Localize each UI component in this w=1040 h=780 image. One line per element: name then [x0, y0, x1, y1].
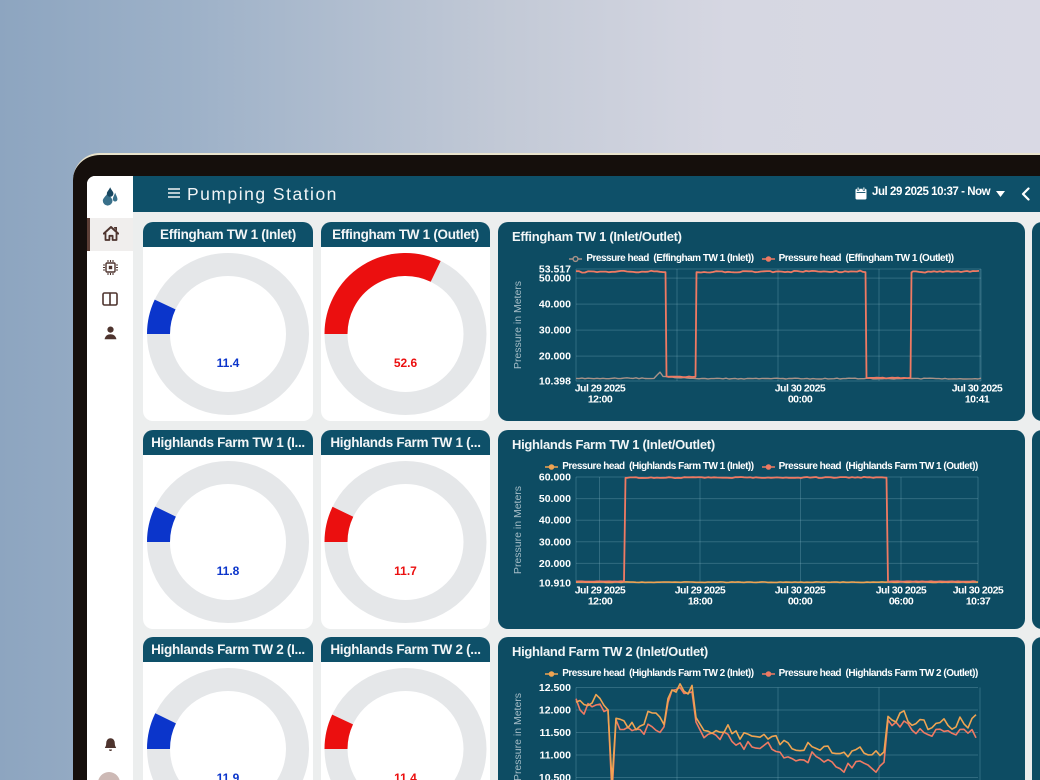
svg-text:10.500: 10.500 — [539, 772, 571, 780]
svg-text:53.517: 53.517 — [539, 264, 571, 276]
svg-text:Pressure in Meters: Pressure in Meters — [512, 486, 524, 574]
svg-text:00:00: 00:00 — [788, 596, 813, 608]
svg-text:10.910: 10.910 — [539, 578, 571, 590]
svg-text:12:00: 12:00 — [588, 394, 613, 406]
svg-text:20.000: 20.000 — [539, 351, 571, 363]
svg-text:30.000: 30.000 — [539, 536, 571, 548]
svg-text:10:41: 10:41 — [965, 394, 990, 406]
svg-text:12:00: 12:00 — [588, 596, 613, 608]
svg-text:Jul 30 2025: Jul 30 2025 — [876, 585, 927, 597]
svg-text:Jul 30 2025: Jul 30 2025 — [775, 585, 826, 597]
svg-text:06:00: 06:00 — [889, 596, 914, 608]
svg-text:20.000: 20.000 — [539, 558, 571, 570]
svg-text:00:00: 00:00 — [788, 394, 813, 406]
svg-text:11.000: 11.000 — [539, 750, 571, 762]
svg-text:Jul 30 2025: Jul 30 2025 — [775, 383, 826, 395]
svg-text:Jul 29 2025: Jul 29 2025 — [675, 585, 726, 597]
svg-text:Jul 30 2025: Jul 30 2025 — [953, 585, 1004, 597]
svg-text:12.500: 12.500 — [539, 682, 571, 694]
svg-text:11.500: 11.500 — [539, 727, 571, 739]
svg-text:50.000: 50.000 — [539, 273, 571, 285]
svg-text:12.000: 12.000 — [539, 705, 571, 717]
svg-text:Jul 29 2025: Jul 29 2025 — [575, 585, 626, 597]
svg-text:Jul 29 2025: Jul 29 2025 — [575, 383, 626, 395]
svg-text:50.000: 50.000 — [539, 493, 571, 505]
svg-text:Pressure in Meters: Pressure in Meters — [512, 281, 524, 369]
svg-text:10.398: 10.398 — [539, 376, 571, 388]
svg-text:Jul 30 2025: Jul 30 2025 — [952, 383, 1003, 395]
svg-text:40.000: 40.000 — [539, 515, 571, 527]
svg-text:Pressure in Meters: Pressure in Meters — [512, 693, 524, 780]
svg-text:10:37: 10:37 — [966, 596, 991, 608]
svg-text:40.000: 40.000 — [539, 299, 571, 311]
svg-text:18:00: 18:00 — [688, 596, 713, 608]
svg-text:30.000: 30.000 — [539, 325, 571, 337]
svg-text:60.000: 60.000 — [539, 472, 571, 484]
